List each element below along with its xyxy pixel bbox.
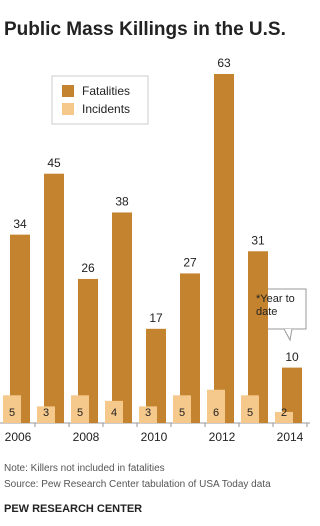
- value-label: 45: [47, 156, 61, 170]
- bar: [207, 389, 225, 423]
- value-label: 5: [9, 407, 15, 419]
- bar: [173, 395, 191, 423]
- note: Note: Killers not included in fatalities: [4, 463, 165, 474]
- bar: [112, 212, 132, 423]
- legend-box: [51, 75, 149, 125]
- value-label: 63: [217, 56, 231, 70]
- legend-swatch: [62, 85, 74, 97]
- x-tick-label: 2010: [141, 430, 168, 444]
- credit: PEW RESEARCH CENTER: [4, 503, 143, 515]
- chart-title: Public Mass Killings in the U.S.: [4, 19, 286, 40]
- value-label: 34: [13, 217, 27, 231]
- value-label: 26: [81, 261, 95, 275]
- bar: [214, 73, 234, 423]
- value-label: 2: [281, 407, 287, 419]
- value-label: 38: [115, 195, 129, 209]
- legend-swatch: [62, 103, 74, 115]
- value-label: 3: [145, 407, 151, 419]
- bar: [241, 395, 259, 423]
- bar: [275, 411, 293, 423]
- x-tick-label: 2006: [5, 430, 32, 444]
- value-label: 4: [111, 407, 117, 419]
- bar: [78, 278, 98, 423]
- x-tick-label: 2008: [73, 430, 100, 444]
- source: Source: Pew Research Center tabulation o…: [4, 479, 271, 490]
- value-label: 3: [43, 407, 49, 419]
- legend-label: Incidents: [82, 102, 130, 116]
- bar: [105, 400, 123, 423]
- value-label: 5: [179, 407, 185, 419]
- bar: [37, 406, 55, 423]
- bar: [146, 328, 166, 423]
- bar: [44, 173, 64, 423]
- value-label: 31: [251, 233, 265, 247]
- bar: [10, 234, 30, 423]
- x-tick-label: 2012: [209, 430, 236, 444]
- value-label: 10: [285, 350, 299, 364]
- bar: [3, 395, 21, 423]
- bar: [180, 273, 200, 423]
- value-label: 5: [77, 407, 83, 419]
- value-label: 17: [149, 311, 163, 325]
- value-label: 5: [247, 407, 253, 419]
- x-tick-label: 2014: [277, 430, 304, 444]
- legend-label: Fatalities: [82, 84, 130, 98]
- value-label: 6: [213, 407, 219, 419]
- chart: Public Mass Killings in the U.S. 2006345…: [0, 19, 310, 444]
- value-label: 27: [183, 256, 197, 270]
- bar: [139, 406, 157, 423]
- annotation-pointer: [283, 328, 293, 342]
- annotation: *Year to date: [256, 293, 295, 318]
- bar: [71, 395, 89, 423]
- page: Public Mass Killings in the U.S. 2006 34 5…: [0, 19, 310, 515]
- bar: [248, 251, 268, 423]
- bar: [282, 367, 302, 423]
